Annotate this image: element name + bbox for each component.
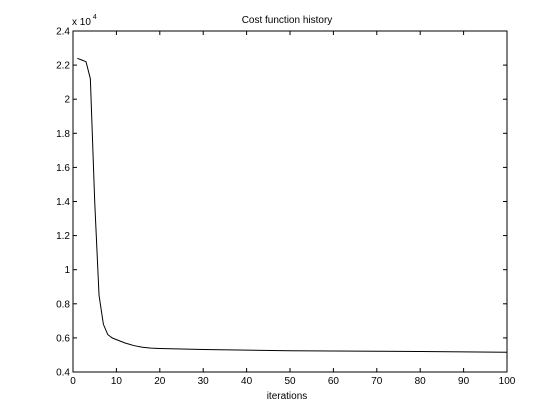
x-tick-label: 40 [241, 376, 253, 387]
x-tick-label: 10 [111, 376, 123, 387]
series-line [77, 57, 508, 353]
y-tick-label: 0.4 [56, 368, 70, 379]
x-tick-label: 30 [198, 376, 210, 387]
x-axis-ticks: 0 10 20 30 40 50 60 70 80 90 100 [70, 31, 516, 387]
y-axis-ticks: 0.4 0.6 0.8 1 1.2 1.4 1.6 1.8 2 2.2 2.4 [56, 27, 507, 379]
y-tick-label: 1.8 [56, 129, 70, 140]
chart-title: Cost function history [242, 15, 333, 26]
y-tick-label: 2.4 [56, 27, 70, 38]
x-tick-label: 100 [499, 376, 516, 387]
x-tick-label: 70 [371, 376, 383, 387]
y-tick-label: 1 [64, 265, 70, 276]
y-tick-label: 1.4 [56, 197, 70, 208]
y-axis-multiplier: x 10 4 [72, 14, 97, 28]
x-tick-label: 60 [328, 376, 340, 387]
x-tick-label: 80 [415, 376, 427, 387]
plot-frame [72, 30, 508, 373]
y-tick-label: 0.8 [56, 299, 70, 310]
y-axis-multiplier-base: x 10 [72, 17, 91, 28]
y-axis-multiplier-exponent: 4 [93, 14, 97, 21]
y-tick-label: 1.6 [56, 163, 70, 174]
y-tick-label: 2 [64, 95, 70, 106]
y-tick-label: 0.6 [56, 333, 70, 344]
x-tick-label: 90 [458, 376, 470, 387]
x-tick-label: 20 [154, 376, 166, 387]
y-tick-label: 2.2 [56, 61, 70, 72]
y-tick-label: 1.2 [56, 231, 70, 242]
x-tick-label: 50 [284, 376, 296, 387]
x-tick-label: 0 [70, 376, 76, 387]
x-axis-label: iterations [267, 391, 308, 402]
